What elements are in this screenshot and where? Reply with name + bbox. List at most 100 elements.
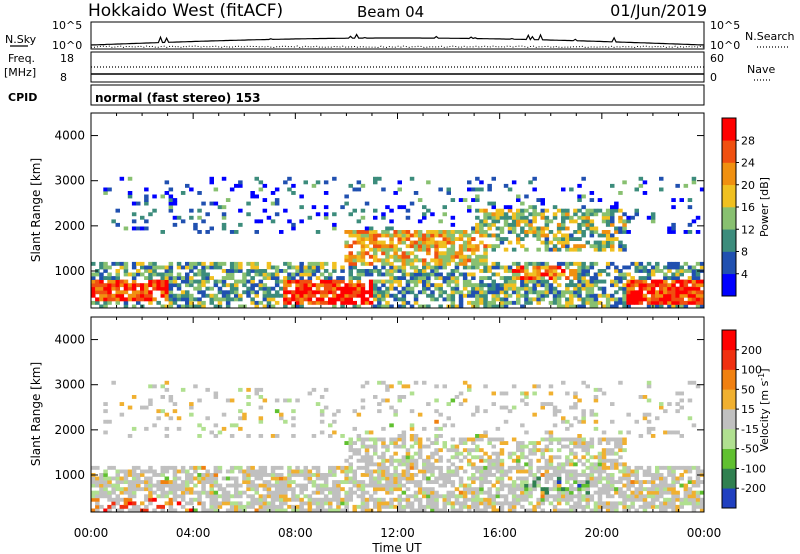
- heatmap-cell: [385, 233, 390, 238]
- heatmap-cell: [287, 469, 292, 474]
- heatmap-cell: [193, 384, 198, 389]
- heatmap-cell: [565, 501, 570, 506]
- heatmap-cell: [201, 480, 206, 484]
- heatmap-cell: [332, 222, 337, 227]
- heatmap-cell: [610, 448, 615, 453]
- heatmap-cell: [569, 508, 574, 513]
- heatmap-cell: [262, 487, 268, 492]
- heatmap-cell: [258, 416, 264, 421]
- heatmap-cell: [536, 269, 541, 273]
- heatmap-cell: [319, 501, 325, 506]
- heatmap-cell: [340, 469, 345, 474]
- heatmap-cell: [614, 458, 619, 463]
- heatmap-cell: [495, 487, 501, 492]
- heatmap-cell: [238, 409, 243, 414]
- heatmap-cell: [471, 437, 476, 442]
- heatmap-cell: [487, 212, 492, 217]
- heatmap-cell: [520, 448, 525, 453]
- heatmap-cell: [471, 261, 476, 266]
- heatmap-cell: [373, 208, 378, 213]
- heatmap-cell: [283, 480, 288, 484]
- heatmap-cell: [160, 384, 165, 389]
- heatmap-cell: [409, 458, 415, 463]
- heatmap-cell: [352, 469, 357, 474]
- heatmap-cell: [520, 215, 525, 220]
- heatmap-cell: [479, 286, 484, 291]
- heatmap-cell: [185, 279, 190, 284]
- heatmap-cell: [442, 237, 447, 241]
- heatmap-cell: [618, 462, 623, 467]
- heatmap-cell: [646, 490, 652, 495]
- heatmap-cell: [561, 419, 566, 424]
- heatmap-cell: [279, 487, 284, 492]
- heatmap-cell: [679, 300, 684, 305]
- velocity-y-axis-label: Slant Range [km]: [29, 362, 43, 466]
- heatmap-cell: [229, 501, 235, 506]
- heatmap-cell: [536, 226, 541, 231]
- heatmap-cell: [552, 269, 558, 273]
- heatmap-cell: [426, 244, 431, 249]
- heatmap-cell: [336, 293, 341, 298]
- heatmap-cell: [638, 465, 644, 470]
- heatmap-cell: [610, 247, 615, 252]
- heatmap-cell: [577, 473, 582, 477]
- heatmap-cell: [185, 293, 190, 298]
- heatmap-cell: [287, 265, 292, 270]
- heatmap-cell: [426, 293, 431, 298]
- heatmap-cell: [283, 490, 288, 495]
- heatmap-cell: [279, 473, 284, 477]
- heatmap-cell: [377, 497, 382, 502]
- heatmap-cell: [344, 240, 349, 245]
- heatmap-cell: [197, 494, 202, 499]
- heatmap-cell: [381, 297, 386, 302]
- heatmap-cell: [401, 286, 407, 291]
- heatmap-cell: [205, 416, 210, 421]
- heatmap-cell: [503, 183, 509, 188]
- heatmap-cell: [589, 198, 595, 202]
- heatmap-cell: [393, 230, 398, 234]
- heatmap-cell: [593, 240, 599, 245]
- heatmap-cell: [634, 497, 639, 502]
- heatmap-cell: [544, 293, 550, 298]
- heatmap-cell: [413, 297, 419, 302]
- heatmap-cell: [148, 497, 153, 502]
- heatmap-cell: [373, 247, 378, 252]
- heatmap-cell: [507, 240, 513, 245]
- heatmap-cell: [136, 293, 141, 298]
- heatmap-cell: [561, 272, 566, 277]
- heatmap-cell: [462, 272, 468, 277]
- heatmap-cell: [601, 240, 607, 245]
- heatmap-cell: [340, 276, 345, 280]
- heatmap-cell: [405, 261, 411, 266]
- heatmap-cell: [556, 494, 562, 499]
- heatmap-cell: [552, 409, 558, 414]
- heatmap-cell: [246, 293, 251, 298]
- heatmap-cell: [193, 465, 198, 470]
- heatmap-cell: [229, 290, 235, 295]
- heatmap-cell: [172, 490, 178, 495]
- heatmap-cell: [475, 300, 480, 305]
- heatmap-cell: [360, 437, 366, 442]
- heatmap-cell: [524, 455, 529, 460]
- heatmap-cell: [99, 487, 104, 492]
- heatmap-cell: [556, 300, 562, 305]
- heatmap-cell: [401, 205, 407, 210]
- heatmap-cell: [573, 444, 578, 449]
- heatmap-cell: [422, 272, 427, 277]
- heatmap-cell: [646, 480, 652, 484]
- heatmap-cell: [352, 240, 357, 245]
- heatmap-cell: [156, 473, 161, 477]
- heatmap-cell: [364, 237, 370, 241]
- heatmap-cell: [323, 293, 329, 298]
- heatmap-cell: [140, 501, 145, 506]
- heatmap-cell: [254, 194, 259, 199]
- heatmap-cell: [577, 293, 582, 298]
- heatmap-cell: [217, 465, 223, 470]
- heatmap-cell: [95, 483, 100, 488]
- heatmap-cell: [185, 304, 190, 309]
- heatmap-cell: [291, 487, 296, 492]
- heatmap-cell: [601, 504, 607, 509]
- heatmap-cell: [467, 504, 472, 509]
- heatmap-cell: [356, 293, 362, 298]
- heatmap-cell: [536, 261, 541, 266]
